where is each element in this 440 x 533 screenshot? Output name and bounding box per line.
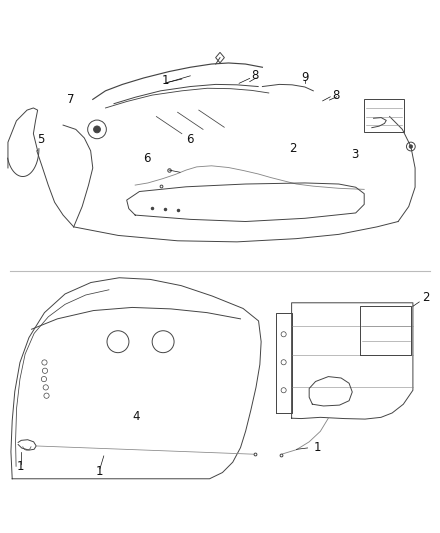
Circle shape — [43, 385, 48, 390]
Text: 6: 6 — [143, 152, 150, 165]
FancyBboxPatch shape — [364, 99, 404, 132]
Circle shape — [42, 360, 47, 365]
Circle shape — [281, 387, 286, 393]
Circle shape — [41, 376, 47, 382]
Circle shape — [107, 331, 129, 353]
Text: 8: 8 — [332, 88, 340, 102]
Text: 2: 2 — [422, 291, 429, 304]
Circle shape — [88, 120, 106, 139]
Text: 1: 1 — [313, 441, 321, 455]
Circle shape — [409, 145, 413, 148]
Text: 1: 1 — [162, 74, 169, 87]
Text: 1: 1 — [96, 465, 104, 478]
Circle shape — [407, 142, 415, 151]
Polygon shape — [216, 52, 224, 63]
Text: 6: 6 — [186, 133, 193, 146]
Text: 2: 2 — [289, 142, 297, 155]
Circle shape — [281, 332, 286, 337]
Circle shape — [94, 126, 100, 133]
Circle shape — [281, 360, 286, 365]
Circle shape — [152, 331, 174, 353]
Text: 5: 5 — [37, 133, 45, 146]
Text: 3: 3 — [351, 148, 359, 161]
Text: 1: 1 — [17, 460, 25, 473]
Circle shape — [44, 393, 49, 398]
Text: 8: 8 — [252, 69, 259, 82]
Circle shape — [42, 368, 48, 374]
Text: 7: 7 — [67, 93, 74, 106]
Text: 4: 4 — [132, 410, 140, 423]
Text: 9: 9 — [301, 71, 308, 84]
